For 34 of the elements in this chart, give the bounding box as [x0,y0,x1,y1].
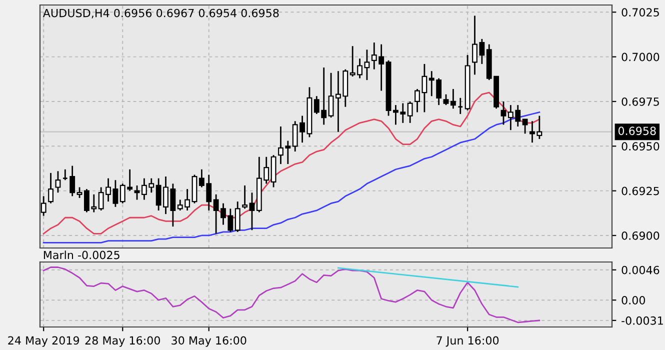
y-tick-label: 0.6925 [622,186,659,196]
x-tick-label: 28 May 16:00 [85,336,160,347]
x-tick-label: 24 May 2019 [8,336,80,347]
chart-title: AUDUSD,H4 0.6956 0.6967 0.6954 0.6958 [42,8,279,18]
x-tick-label: 30 May 16:00 [172,336,246,347]
candlestick [443,94,449,106]
candlestick [458,97,464,115]
y-tick-label: 0.00 [622,296,646,304]
candlestick [70,165,76,197]
y-tick-label: 0.7025 [622,8,659,17]
candlestick [450,88,456,110]
ref-line-label: 0.6958 [618,126,656,136]
x-tick-label: 7 Jun 16:00 [436,336,499,347]
candlestick [249,192,255,231]
line-series [42,266,540,324]
y-tick-label: 0.7000 [622,52,660,62]
candlestick [62,168,68,181]
candlestick [55,170,61,194]
y-tick-label: -0.0031 [622,316,663,325]
candlestick [234,200,240,233]
candlestick [522,118,528,134]
candlestick [500,100,506,126]
candlestick [328,72,334,118]
line-series [42,92,540,234]
candlestick [407,100,413,124]
candlestick [242,184,248,210]
chart-title: Marln -0.0025 [44,250,120,260]
y-tick-label: 0.0046 [622,266,660,274]
candlestick [76,186,82,199]
candlestick [40,195,46,217]
y-tick-label: 0.6975 [622,97,659,106]
y-tick-label: 0.6950 [622,142,660,151]
y-tick-label: 0.6900 [622,231,660,240]
candlestick [48,172,54,204]
